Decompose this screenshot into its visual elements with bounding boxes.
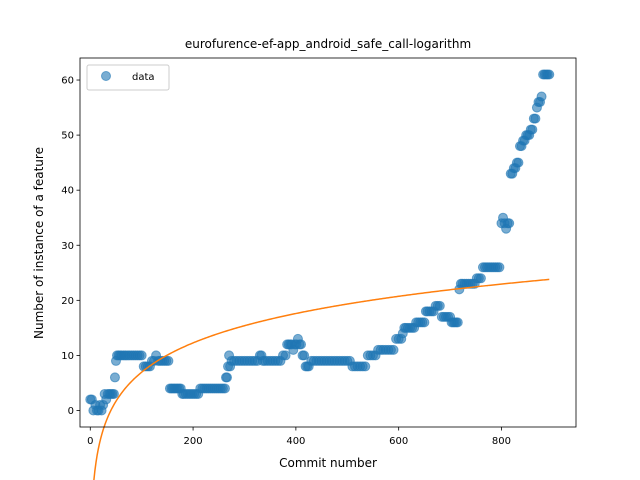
data-point [222, 372, 233, 383]
data-point [544, 69, 555, 80]
marks-layer [85, 69, 555, 480]
data-point [299, 350, 310, 361]
x-tick-label: 0 [87, 436, 93, 447]
chart-title: eurofurence-ef-app_android_safe_call-log… [185, 37, 471, 51]
fit-line [93, 278, 550, 480]
data-point [360, 361, 371, 372]
y-tick-label: 50 [61, 131, 74, 142]
x-tick-label: 400 [286, 436, 305, 447]
plot-frame [79, 57, 577, 428]
data-point [494, 262, 505, 273]
plot-area [80, 58, 576, 427]
legend-box [86, 64, 170, 91]
data-point [109, 372, 120, 383]
legend-marker-data [101, 71, 111, 81]
y-tick-label: 10 [61, 351, 74, 362]
data-point [513, 157, 524, 168]
legend: data [86, 64, 170, 91]
x-tick-label: 600 [389, 436, 408, 447]
data-point [219, 383, 230, 394]
y-tick-label: 20 [61, 296, 74, 307]
data-point [452, 317, 463, 328]
x-tick-label: 800 [492, 436, 511, 447]
data-point [108, 388, 119, 399]
data-point [136, 350, 147, 361]
data-point [296, 339, 307, 350]
x-tick-label: 200 [184, 436, 203, 447]
data-point [388, 344, 399, 355]
data-point [504, 218, 515, 229]
data-point [530, 113, 541, 124]
data-point [419, 317, 430, 328]
y-axis-label: Number of instance of a feature [32, 147, 46, 339]
y-tick-label: 0 [68, 406, 74, 417]
legend-label-data: data [132, 72, 155, 83]
data-point [163, 355, 174, 366]
y-tick-label: 30 [61, 241, 74, 252]
y-tick-label: 60 [61, 76, 74, 87]
axes-layer: 0 200 400 600 800 0 10 20 30 40 50 60 [61, 76, 511, 447]
data-point [434, 300, 445, 311]
data-point [536, 91, 547, 102]
y-tick-label: 40 [61, 186, 74, 197]
data-point [527, 124, 538, 135]
data-point [280, 350, 291, 361]
data-point [475, 273, 486, 284]
x-axis-label: Commit number [279, 456, 377, 470]
